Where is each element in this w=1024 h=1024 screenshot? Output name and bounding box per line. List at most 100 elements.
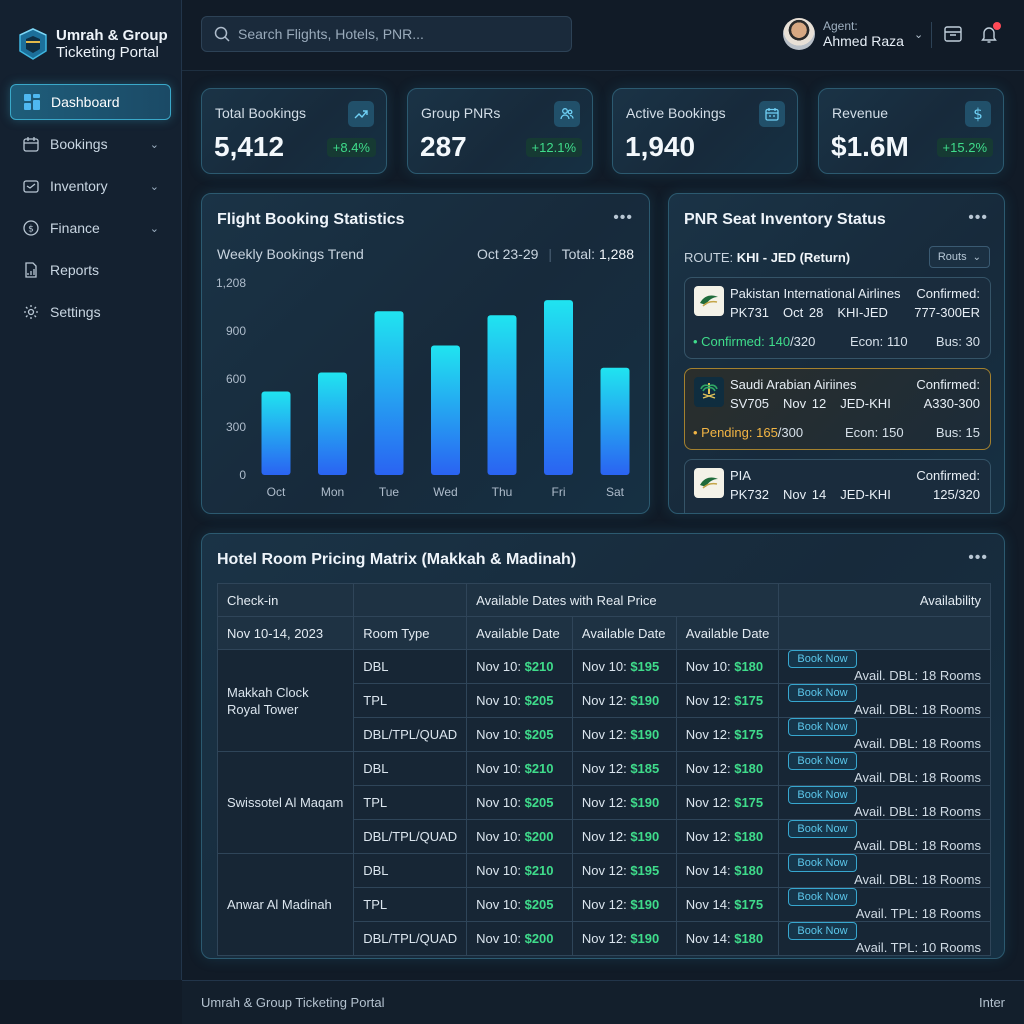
date-col-header: Available Date — [675, 616, 780, 650]
sidebar-item-bookings[interactable]: Bookings ⌄ — [10, 126, 171, 162]
inbox-icon[interactable] — [943, 24, 963, 44]
price-cell: Nov 12: $190 — [571, 921, 677, 956]
flight-route: JED-KHI — [840, 487, 891, 502]
room-type: DBL — [353, 751, 468, 786]
flight-details: PK731 Oct 28 KHI-JED — [730, 305, 902, 320]
kaaba-logo-icon — [19, 28, 47, 60]
price-value: $205 — [524, 897, 554, 912]
search-input[interactable] — [238, 26, 558, 42]
price-date: Nov 12: — [581, 693, 631, 708]
y-tick-label: 300 — [226, 420, 246, 434]
stat-value: 287 — [420, 131, 467, 162]
book-now-button[interactable]: Book Now — [788, 752, 857, 770]
stat-card-total-bookings[interactable]: Total Bookings 5,412 +8.4% — [201, 88, 387, 174]
stat-label: Active Bookings — [626, 105, 726, 121]
stat-card-active-bookings[interactable]: Active Bookings 1,940 — [612, 88, 798, 174]
availability-text: Avail. DBL: 18 Rooms — [854, 872, 981, 887]
sidebar-item-label: Finance — [50, 220, 100, 236]
price-date: Nov 10: — [476, 863, 525, 878]
availability-text: Avail. DBL: 18 Rooms — [854, 804, 981, 819]
price-date: Nov 12: — [685, 727, 735, 742]
availability-cell: Book Now Avail. DBL: 18 Rooms — [778, 751, 991, 786]
agent-menu[interactable]: Agent: Ahmed Raza ⌄ — [783, 18, 923, 50]
flight-card-pk732[interactable]: PIA Confirmed: PK732 Nov 14 JED-KHI 125/32… — [684, 459, 991, 513]
checkin-header: Check-in — [216, 583, 355, 617]
sidebar-item-reports[interactable]: Reports — [10, 252, 171, 288]
bar-fri[interactable] — [544, 300, 573, 475]
stat-card-group-pnrs[interactable]: Group PNRs 287 +12.1% — [407, 88, 593, 174]
flight-details: SV705 Nov 12 JED-KHI — [730, 396, 905, 411]
more-options-icon[interactable]: ••• — [613, 209, 633, 226]
price-date: Nov 10: — [685, 659, 735, 674]
availability-cell: Book Now Avail. DBL: 18 Rooms — [778, 683, 991, 718]
footer-right-text: Inter — [978, 995, 1005, 1010]
book-now-button[interactable]: Book Now — [788, 820, 857, 838]
flight-card-pk731[interactable]: Pakistan International Airlines Confirme… — [684, 277, 991, 359]
hotel-pricing-table: Check-in Available Dates with Real Price… — [216, 583, 991, 956]
bar-wed[interactable] — [431, 345, 460, 475]
status-dot: • — [693, 334, 702, 349]
bar-sat[interactable] — [600, 367, 630, 475]
price-value: $175 — [734, 795, 764, 810]
more-options-icon[interactable]: ••• — [968, 549, 988, 566]
agent-label: Agent: — [823, 19, 858, 33]
x-tick-label: Fri — [552, 485, 566, 499]
sidebar-item-dashboard[interactable]: Dashboard — [10, 84, 171, 120]
y-tick-label: 0 — [239, 468, 246, 482]
availability-cell: Book Now Avail. TPL: 18 Rooms — [778, 887, 991, 922]
availability-cell: Book Now Avail. DBL: 18 Rooms — [778, 819, 991, 854]
price-cell: Nov 10: $205 — [466, 785, 573, 820]
stat-label: Group PNRs — [421, 105, 501, 121]
book-now-button[interactable]: Book Now — [788, 922, 857, 940]
flight-booking-statistics-panel: Flight Booking Statistics ••• Weekly Boo… — [201, 193, 650, 514]
sidebar-item-label: Settings — [50, 304, 101, 320]
price-value: $210 — [524, 761, 554, 776]
book-now-button[interactable]: Book Now — [788, 786, 857, 804]
price-cell: Nov 12: $180 — [675, 819, 780, 854]
route-select[interactable]: Routs ⌄ — [928, 246, 990, 268]
bar-thu[interactable] — [487, 315, 517, 475]
book-now-button[interactable]: Book Now — [788, 684, 857, 702]
book-now-button[interactable]: Book Now — [788, 718, 857, 736]
sidebar-item-settings[interactable]: Settings — [10, 294, 171, 330]
calendar-icon — [759, 101, 785, 127]
price-value: $190 — [630, 727, 660, 742]
price-cell: Nov 10: $180 — [675, 649, 780, 684]
stat-change-badge: +15.2% — [936, 138, 993, 157]
more-options-icon[interactable]: ••• — [968, 209, 988, 226]
brand[interactable]: Umrah & Group Ticketing Portal — [0, 0, 181, 70]
bell-icon[interactable] — [979, 24, 999, 44]
price-value: $175 — [734, 693, 764, 708]
price-date: Nov 10: — [476, 931, 525, 946]
availability-text: Avail. TPL: 10 Rooms — [855, 940, 981, 955]
aircraft-type: A330-300 — [923, 396, 980, 411]
bar-mon[interactable] — [318, 372, 347, 475]
stat-label: Total Bookings — [215, 105, 307, 121]
book-now-button[interactable]: Book Now — [788, 650, 857, 668]
price-value: $210 — [524, 659, 554, 674]
bar-oct[interactable] — [261, 391, 291, 475]
price-cell: Nov 14: $180 — [675, 921, 780, 956]
price-cell: Nov 10: $200 — [466, 819, 573, 854]
stat-card-revenue[interactable]: Revenue $1.6M $ +15.2% — [818, 88, 1004, 174]
bar-tue[interactable] — [374, 311, 404, 475]
sidebar-item-inventory[interactable]: Inventory ⌄ — [10, 168, 171, 204]
table-row: DBL/TPL/QUAD Nov 10: $200 Nov 12: $190 Nov … — [218, 921, 991, 956]
report-icon — [22, 261, 40, 279]
price-date: Nov 12: — [581, 897, 631, 912]
panel-title: Flight Booking Statistics — [217, 211, 405, 228]
price-cell: Nov 12: $190 — [571, 785, 677, 820]
confirmed-label: Confirmed: — [916, 377, 980, 392]
flight-card-sv705[interactable]: Saudi Arabian Airiines Confirmed: SV705 N… — [684, 368, 991, 450]
price-cell: Nov 14: $175 — [675, 887, 780, 922]
saudia-logo-icon — [694, 377, 724, 407]
bus-seats: Bus: 30 — [935, 334, 980, 349]
brand-subtitle: Ticketing Portal — [56, 44, 159, 61]
price-cell: Nov 12: $175 — [675, 717, 780, 752]
gear-icon — [22, 303, 40, 321]
book-now-button[interactable]: Book Now — [788, 854, 857, 872]
sidebar-item-finance[interactable]: $ Finance ⌄ — [10, 210, 171, 246]
book-now-button[interactable]: Book Now — [788, 888, 857, 906]
stat-value: $1.6M — [831, 131, 909, 162]
flight-route: KHI-JED — [837, 305, 888, 320]
